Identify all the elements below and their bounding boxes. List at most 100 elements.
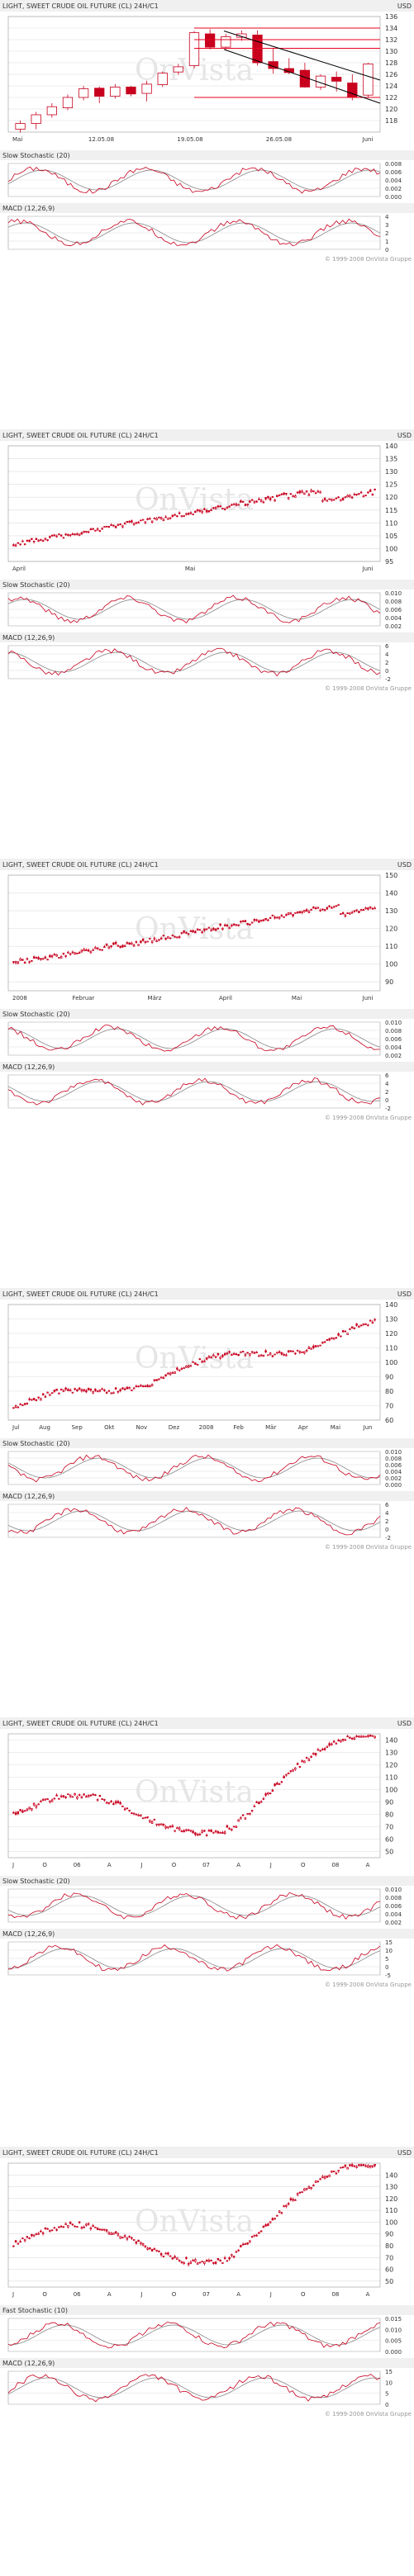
- candle-body: [285, 493, 288, 495]
- candle-body: [78, 952, 81, 954]
- candle-body: [164, 938, 167, 940]
- indicator-tick-label: 10: [385, 1948, 393, 1954]
- candle-body: [110, 524, 112, 526]
- candle-body: [244, 1353, 247, 1357]
- y-tick-label: 60: [385, 1417, 393, 1424]
- candle-body: [196, 509, 199, 511]
- candle-body: [340, 1740, 342, 1743]
- candle-body: [314, 2181, 317, 2183]
- candle-body: [110, 1800, 112, 1802]
- candle-body: [276, 916, 278, 919]
- candle-body: [307, 911, 311, 913]
- candle-body: [21, 540, 24, 542]
- indicator-tick-label: 0: [385, 2402, 388, 2408]
- candle-body: [236, 33, 247, 38]
- indicator-main-line: [7, 647, 381, 677]
- candle-body: [35, 957, 38, 959]
- candle-body: [164, 516, 167, 519]
- x-tick-label: Februar: [73, 995, 95, 1002]
- candle-body: [226, 1352, 229, 1355]
- candle-body: [14, 544, 17, 547]
- chart-title: LIGHT, SWEET CRUDE OIL FUTURE (CL) 24H/C…: [2, 1290, 159, 1298]
- candle-body: [331, 1743, 333, 1745]
- candle-body: [105, 2229, 108, 2232]
- y-tick-label: 90: [385, 1374, 393, 1381]
- candle-body: [328, 498, 331, 500]
- candle-body: [332, 2171, 335, 2173]
- candle-body: [17, 2242, 20, 2245]
- plot-frame: [7, 445, 381, 562]
- candle-body: [144, 521, 147, 524]
- x-tick-label: A: [366, 2291, 370, 2298]
- candle-body: [137, 2239, 140, 2242]
- candle-body: [344, 914, 347, 917]
- candle-body: [240, 500, 242, 503]
- x-tick-label: J: [140, 2291, 142, 2298]
- candle-body: [210, 509, 212, 511]
- candle-body: [214, 507, 217, 509]
- candle-body: [262, 1354, 265, 1357]
- candle-body: [217, 1831, 220, 1834]
- candle-body: [17, 1811, 20, 1815]
- y-tick-label: 110: [385, 943, 397, 950]
- candle-body: [23, 962, 26, 964]
- candle-body: [119, 2236, 121, 2239]
- indicator-signal-line: [7, 169, 381, 191]
- candle-body: [341, 498, 345, 500]
- candle-body: [298, 1766, 302, 1768]
- indicator-main-line: [7, 166, 381, 194]
- indicator-main-line: [7, 1944, 381, 1972]
- candle-body: [155, 1823, 158, 1825]
- y-tick-label: 130: [385, 48, 397, 55]
- candle-body: [280, 493, 283, 495]
- indicator-tick-label: 0: [385, 668, 388, 675]
- candle-body: [146, 1816, 149, 1818]
- candle-body: [367, 907, 369, 910]
- candle-body: [219, 1357, 221, 1359]
- candle-body: [312, 490, 315, 492]
- y-tick-label: 140: [385, 1301, 397, 1309]
- candle-body: [180, 931, 183, 934]
- candle-body: [346, 495, 349, 498]
- candle-body: [67, 1389, 69, 1391]
- chart-svg: LIGHT, SWEET CRUDE OIL FUTURE (CL) 24H/C…: [0, 0, 414, 263]
- candle-body: [49, 1394, 51, 1396]
- candle-body: [240, 921, 242, 923]
- candle-body: [321, 2176, 324, 2178]
- indicator-signal-line: [7, 2324, 381, 2346]
- candle-body: [101, 949, 103, 951]
- candle-body: [87, 1387, 90, 1390]
- panel-header: [0, 1717, 414, 1729]
- candle-body: [258, 920, 260, 923]
- x-tick-label: 26.05.08: [266, 136, 292, 143]
- indicator-tick-label: 3: [385, 222, 388, 229]
- candle-body: [94, 88, 105, 97]
- candle-body: [337, 496, 340, 499]
- x-tick-label: O: [172, 1862, 177, 1868]
- candle-body: [264, 1793, 267, 1796]
- candle-body: [131, 520, 133, 523]
- candle-body: [171, 1371, 174, 1374]
- indicator-main-line: [7, 2374, 381, 2403]
- candle-body: [69, 2221, 72, 2224]
- candle-body: [50, 1799, 54, 1802]
- candle-body: [259, 500, 263, 503]
- candle-body: [259, 1354, 263, 1357]
- candle-body: [23, 2239, 26, 2242]
- x-tick-label: 2008: [12, 995, 27, 1002]
- candle-body: [105, 1392, 108, 1394]
- candle-body: [144, 2245, 147, 2247]
- y-tick-label: 60: [385, 1836, 393, 1844]
- candle-body: [314, 907, 317, 910]
- indicator-tick-label: 0.004: [385, 1044, 402, 1051]
- candle-body: [235, 503, 238, 506]
- candle-body: [85, 2223, 88, 2226]
- candle-body: [183, 930, 185, 933]
- copyright-label: © 1999-2008 OnVista Gruppe: [325, 256, 412, 263]
- candle-body: [194, 1362, 197, 1365]
- candle-body: [103, 2228, 106, 2231]
- candle-body: [85, 949, 88, 951]
- candle-body: [159, 517, 163, 519]
- candle-body: [49, 954, 51, 958]
- candle-body: [141, 938, 145, 941]
